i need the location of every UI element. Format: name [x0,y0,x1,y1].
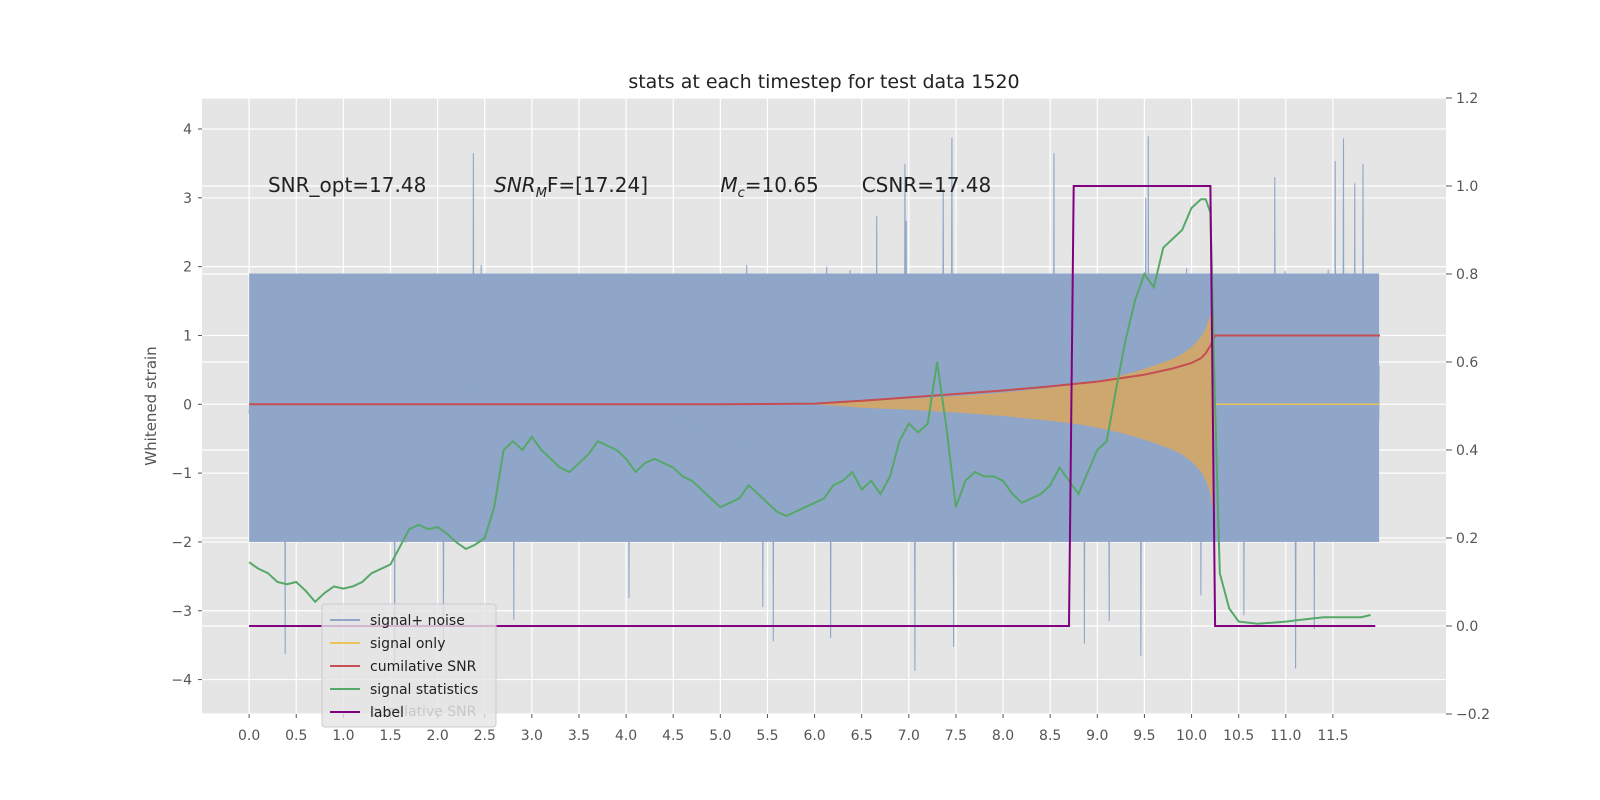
legend-label: label [370,705,404,721]
y-tick-label-right: 0.6 [1456,355,1478,371]
x-tick-label: 0.0 [238,728,260,744]
x-tick-label: 3.5 [568,728,590,744]
x-tick-label: 10.5 [1223,728,1254,744]
y-tick-label-right: 0.2 [1456,531,1478,547]
annotation-main: SNR_opt=17.48 [268,173,426,197]
annotation-main: SNR [494,173,536,197]
annotation-text: CSNR=17.48 [862,173,992,197]
annotation-text: SNR_opt=17.48 [268,173,426,197]
legend-label: signal only [370,636,445,652]
legend-box [321,603,497,728]
signal-only-envelope [814,297,1381,511]
annotation-text: SNRMF=[17.24] [494,173,648,201]
y-axis-left: −4 −3 −2 −1 0 1 2 3 4 [171,122,202,689]
legend-label: cumilative SNR [370,659,477,675]
y-tick-label: 4 [183,122,192,138]
cumilative-snr-line [249,334,1380,406]
x-tick-label: 2.0 [426,728,448,744]
y-tick-label: −1 [171,466,192,482]
x-tick-label: 11.5 [1317,728,1348,744]
x-tick-label: 7.5 [945,728,967,744]
legend-label: signal+ noise [370,613,465,629]
annotation-text: Mc=10.65 [720,173,818,201]
x-tick-label: 7.0 [898,728,920,744]
x-tick-label: 9.5 [1133,728,1155,744]
x-tick-label: 6.5 [851,728,873,744]
y-tick-label: 1 [183,328,192,344]
y-tick-label-right: 1.0 [1456,179,1478,195]
x-tick-label: 5.5 [756,728,778,744]
x-tick-label: 1.5 [379,728,401,744]
annotations: SNR_opt=17.48 SNRMF=[17.24] Mc=10.65 CSNR=1… [268,173,991,201]
annotation-subscript: c [738,186,745,201]
x-tick-label: 11.0 [1270,728,1301,744]
y-axis-label-left: Whitened strain [142,346,160,465]
chart-title: stats at each timestep for test data 152… [628,71,1019,93]
x-tick-label: 8.5 [1039,728,1061,744]
x-tick-label: 1.0 [332,728,354,744]
x-tick-label: 5.0 [709,728,731,744]
annotation-main: M [720,173,737,197]
y-tick-label: 3 [183,191,192,207]
y-tick-label: −2 [171,535,192,551]
y-axis-right: −0.2 0.0 0.2 0.4 0.6 0.8 1.0 1.2 [1446,91,1490,723]
x-tick-label: 10.0 [1176,728,1207,744]
y-tick-label-right: 0.0 [1456,619,1478,635]
annotation-subscript: M [536,186,547,201]
x-tick-label: 8.0 [992,728,1014,744]
legend-ghost-text: cumilative SNR [370,704,477,720]
x-axis: 0.0 0.5 1.0 1.5 2.0 2.5 3.0 3.5 4.0 4.5 5.0 5.5 6.0 6… [238,714,1348,744]
signal-statistics-line [248,198,1371,625]
annotation-rest: =10.65 [745,173,819,197]
y-tick-label-right: −0.2 [1456,707,1490,723]
x-tick-label: 4.5 [662,728,684,744]
x-tick-label: 6.0 [803,728,825,744]
x-tick-label: 3.0 [521,728,543,744]
y-tick-label-right: 1.2 [1456,91,1478,107]
label-line [249,185,1376,627]
annotation-rest: F=[17.24] [547,173,648,197]
legend: cumilative SNR signal+ noise signal only cu… [321,603,497,728]
x-tick-label: 2.5 [474,728,496,744]
line-series [248,185,1380,627]
y-tick-label: −4 [171,673,192,689]
annotation-main: CSNR=17.48 [862,173,992,197]
y-tick-label: 0 [183,397,192,413]
x-tick-label: 9.0 [1086,728,1108,744]
y-tick-label: −3 [171,604,192,620]
y-tick-label-right: 0.8 [1456,267,1478,283]
y-tick-label: 2 [183,260,192,276]
y-tick-label-right: 0.4 [1456,443,1478,459]
legend-label: signal statistics [370,682,478,698]
x-tick-label: 4.0 [615,728,637,744]
x-tick-label: 0.5 [285,728,307,744]
signal-only-fill [814,297,1216,511]
